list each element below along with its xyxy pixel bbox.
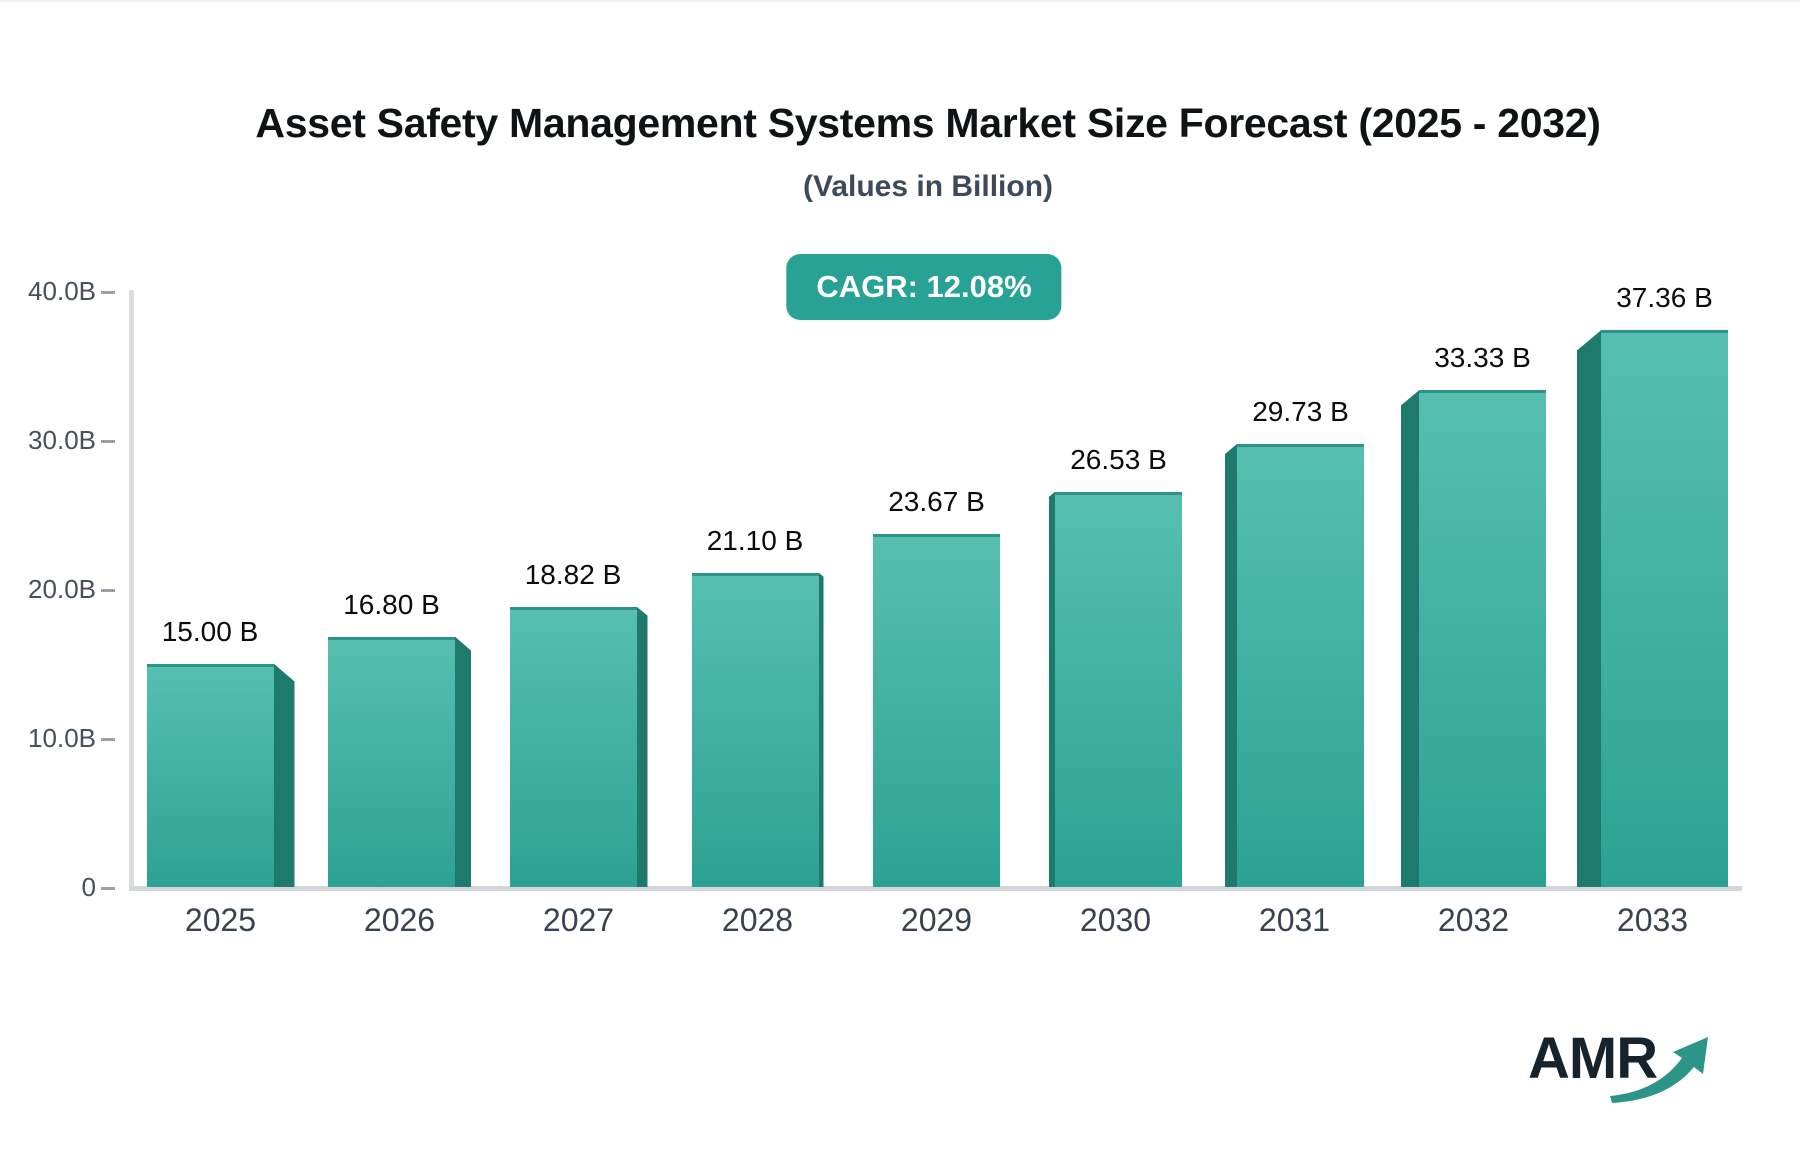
y-tick-label: 30.0B <box>28 425 96 455</box>
x-tick-label: 2029 <box>900 902 973 938</box>
y-tick-mark <box>101 737 115 741</box>
bar-side-3d <box>1577 330 1601 887</box>
y-tick-mark <box>101 886 115 890</box>
bar-side-3d <box>455 636 471 887</box>
x-tick-label: 2028 <box>721 902 794 938</box>
y-tick-mark <box>101 290 115 294</box>
x-tick-label: 2032 <box>1437 902 1510 938</box>
top-edge-divider <box>0 0 1800 2</box>
y-tick-label: 20.0B <box>28 574 96 604</box>
y-axis-line <box>129 290 134 890</box>
bar-side-3d <box>818 572 824 887</box>
x-tick-label: 2031 <box>1258 902 1331 938</box>
y-tick-mark <box>101 588 115 592</box>
bar-value-label: 29.73 B <box>1252 396 1349 428</box>
x-tick-label: 2030 <box>1079 902 1152 938</box>
bar-face <box>328 636 455 887</box>
bar-value-label: 16.80 B <box>343 588 440 620</box>
bar-face <box>1601 330 1728 887</box>
x-axis-line <box>129 886 1742 891</box>
bar-value-label: 15.00 B <box>161 615 259 647</box>
chart-title: Asset Safety Management Systems Market S… <box>255 100 1601 146</box>
bar-value-label: 23.67 B <box>888 486 985 518</box>
x-tick-label: 2033 <box>1616 902 1689 938</box>
bar-face <box>509 606 637 887</box>
bar-value-label: 33.33 B <box>1434 342 1531 374</box>
bar-side-3d <box>1401 390 1419 887</box>
amr-logo-text: AMR <box>1528 1026 1658 1091</box>
bar-face <box>1419 390 1546 887</box>
bar-side-3d <box>636 606 648 887</box>
bar-face <box>691 572 819 887</box>
amr-logo: AMR <box>1528 1030 1718 1110</box>
x-tick-label: 2026 <box>363 902 436 938</box>
bar-face <box>1055 491 1182 887</box>
bar-value-label: 21.10 B <box>706 524 804 556</box>
bar-face <box>873 534 1000 887</box>
bar-face <box>1237 444 1364 887</box>
bar-side-3d <box>1225 444 1237 887</box>
bar-side-3d <box>1049 491 1055 887</box>
cagr-badge: CAGR: 12.08% <box>786 254 1062 320</box>
bar-face <box>146 663 274 887</box>
x-tick-label: 2027 <box>542 902 615 938</box>
bar-side-3d <box>273 663 295 887</box>
bar-value-label: 37.36 B <box>1616 282 1713 314</box>
bar-value-label: 18.82 B <box>524 558 622 590</box>
x-tick-label: 2025 <box>184 902 257 938</box>
y-tick-label: 10.0B <box>28 723 96 753</box>
y-tick-label: 40.0B <box>28 276 96 306</box>
y-tick-mark <box>101 439 115 443</box>
trend-up-arrow-icon <box>1610 1037 1708 1103</box>
chart-subtitle: (Values in Billion) <box>802 170 1054 203</box>
y-tick-label: 0 <box>81 872 96 902</box>
bar-value-label: 26.53 B <box>1070 443 1167 475</box>
